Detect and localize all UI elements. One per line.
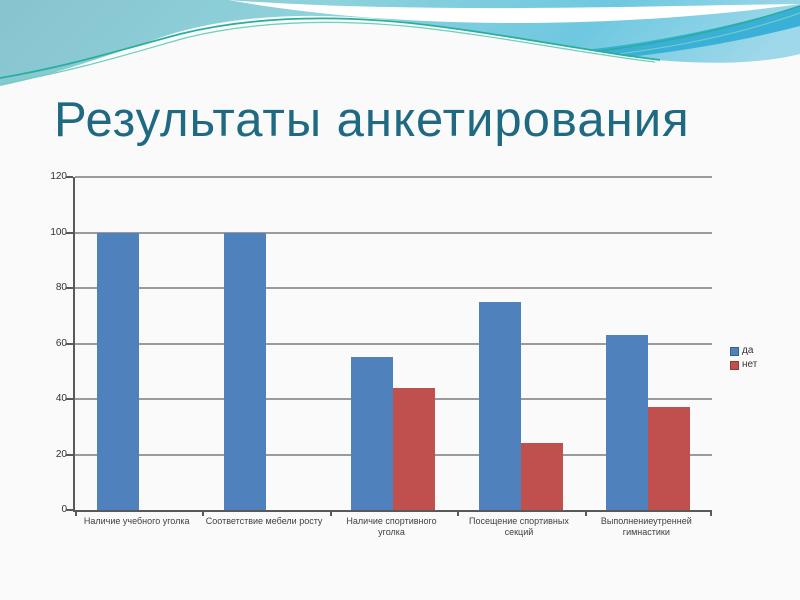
x-axis-tick-5 [710, 510, 712, 516]
y-axis-tick-20 [66, 453, 73, 456]
teal-accent-line-left [0, 17, 661, 79]
y-axis-tick-40 [66, 398, 73, 400]
legend-label-yes: да [742, 345, 754, 356]
y-axis-tick-80 [66, 287, 73, 289]
x-axis-tick-2 [329, 510, 332, 516]
bar-yes-3 [351, 357, 394, 510]
bar-no-4 [520, 443, 563, 510]
bottom-white-wave [0, 15, 800, 132]
y-tick-label-100: 100 [50, 226, 67, 238]
y-tick-label-60: 60 [55, 337, 67, 349]
y-tick-label-0: 0 [61, 504, 67, 515]
x-category-label-5: Выполнениеутренней гимнастики [600, 516, 692, 537]
bar-yes-2 [224, 232, 267, 510]
bar-no-5 [648, 407, 691, 510]
x-axis-category-labels: Наличие учебного уголка Соответствие мебе… [73, 516, 710, 538]
bar-yes-4 [478, 301, 521, 510]
y-axis-labels: 0 20 40 60 80 100 120 [25, 171, 67, 515]
bar-no-3 [393, 387, 436, 510]
y-axis-tick-60 [66, 342, 73, 345]
x-category-label-3: Наличие спортивного уголка [346, 516, 437, 537]
legend-swatch-yes-icon [730, 346, 739, 356]
x-category-label-1: Наличие учебного уголка [83, 516, 190, 526]
bar-cluster-5 [585, 177, 712, 510]
x-category-label-2: Соответствие мебели росту [205, 516, 323, 526]
y-tick-label-120: 120 [50, 171, 67, 182]
bar-cluster-4 [457, 177, 584, 510]
bar-yes-5 [606, 335, 649, 510]
y-axis-tick-100 [66, 231, 73, 234]
y-axis-tick-120 [66, 176, 73, 178]
legend-swatch-no-icon [730, 360, 739, 370]
bar-cluster-1 [75, 177, 202, 510]
y-gridline-80 [75, 287, 712, 289]
bar-cluster-3 [330, 177, 457, 510]
legend-label-no: нет [742, 359, 758, 370]
bar-chart-plot-area [66, 176, 712, 516]
slide-title: Результаты анкетирования [54, 93, 690, 147]
header-wave-decoration [0, 0, 800, 132]
y-axis-tick-0 [66, 509, 73, 511]
top-white-sweep [228, 0, 800, 24]
bar-yes-1 [96, 232, 139, 510]
legend-item-yes: да [730, 345, 757, 357]
y-tick-label-20: 20 [55, 448, 67, 460]
y-tick-label-40: 40 [55, 393, 67, 404]
x-axis-tick-0 [75, 510, 77, 516]
x-axis-tick-3 [457, 510, 460, 516]
x-axis-tick-1 [202, 510, 205, 516]
x-axis-tick-4 [584, 510, 587, 516]
y-gridline-60 [75, 342, 712, 345]
y-tick-label-80: 80 [55, 282, 67, 293]
y-gridline-120 [75, 176, 712, 178]
teal-accent-line-left-light [0, 21, 656, 85]
y-gridline-100 [75, 231, 712, 234]
chart-legend: да нет [730, 345, 757, 371]
x-category-label-4: Посещение спортивных секций [468, 516, 569, 537]
legend-item-no: нет [730, 359, 757, 371]
bar-cluster-2 [202, 177, 329, 510]
